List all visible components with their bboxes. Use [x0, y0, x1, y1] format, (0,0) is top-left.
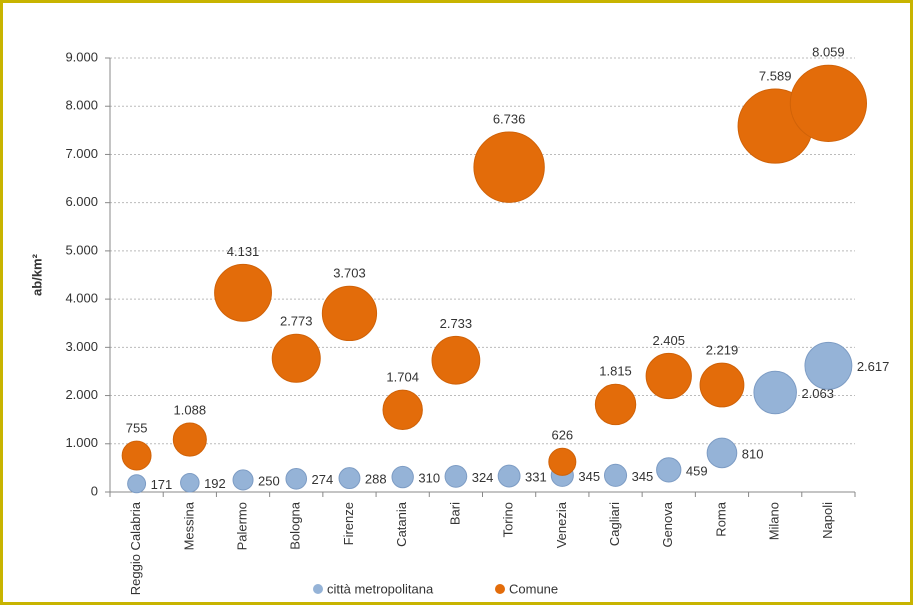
bubble	[271, 333, 321, 383]
bubble	[232, 469, 254, 491]
data-label: 2.063	[801, 386, 834, 401]
bubble	[431, 335, 481, 385]
bubble	[214, 263, 272, 322]
data-label: 459	[686, 463, 708, 478]
x-tick-label: Cagliari	[607, 502, 622, 546]
data-label: 755	[126, 421, 148, 436]
y-tick-label: 1.000	[65, 435, 98, 450]
data-label: 331	[525, 469, 547, 484]
bubble	[699, 362, 745, 408]
legend-marker	[495, 584, 505, 594]
x-tick-label: Reggio Calabria	[128, 501, 143, 595]
data-label: 274	[312, 472, 334, 487]
data-label: 2.617	[857, 359, 890, 374]
data-label: 324	[472, 470, 494, 485]
data-label: 345	[578, 469, 600, 484]
y-tick-label: 9.000	[65, 49, 98, 64]
legend-marker	[313, 584, 323, 594]
y-tick-label: 5.000	[65, 242, 98, 257]
data-label: 2.733	[440, 316, 473, 331]
data-label: 1.704	[386, 370, 419, 385]
x-tick-label: Bologna	[288, 501, 303, 549]
data-label: 4.131	[227, 244, 260, 259]
y-tick-label: 2.000	[65, 387, 98, 402]
data-label: 1.088	[174, 402, 207, 417]
data-label: 6.736	[493, 111, 526, 126]
data-label: 1.815	[599, 364, 632, 379]
y-tick-label: 8.000	[65, 98, 98, 113]
legend-label: città metropolitana	[327, 581, 434, 596]
legend-label: Comune	[509, 581, 558, 596]
x-tick-label: Genova	[660, 501, 675, 547]
data-label: 2.219	[706, 343, 739, 358]
bubble	[444, 465, 468, 488]
x-tick-label: Milano	[767, 502, 782, 540]
x-tick-label: Messina	[181, 501, 196, 550]
y-tick-label: 7.000	[65, 146, 98, 161]
bubble	[804, 341, 853, 390]
bubble	[321, 285, 378, 342]
bubble	[594, 383, 637, 426]
y-axis-title: ab/km²	[29, 253, 44, 296]
bubble	[706, 437, 738, 469]
x-tick-label: Roma	[713, 501, 728, 536]
data-label: 8.059	[812, 45, 845, 60]
x-tick-label: Palermo	[234, 502, 249, 550]
data-label: 626	[551, 428, 573, 443]
bubble	[548, 447, 577, 476]
y-tick-label: 3.000	[65, 339, 98, 354]
x-tick-label: Firenze	[341, 502, 356, 545]
y-tick-label: 0	[91, 483, 98, 498]
bubble	[180, 472, 200, 493]
bubble	[172, 422, 207, 457]
data-label: 192	[204, 476, 226, 491]
x-tick-label: Torino	[501, 502, 516, 537]
bubble	[121, 440, 152, 471]
x-tick-label: Catania	[394, 501, 409, 547]
bubble	[753, 370, 797, 415]
bubble	[391, 465, 414, 489]
data-label: 7.589	[759, 68, 792, 83]
y-tick-label: 4.000	[65, 291, 98, 306]
bubble	[382, 389, 423, 431]
bubble	[656, 457, 682, 483]
bubble	[285, 467, 308, 490]
y-tick-label: 6.000	[65, 194, 98, 209]
bubble	[473, 131, 545, 203]
data-label: 2.773	[280, 314, 313, 329]
bubble	[645, 352, 692, 400]
data-label: 810	[742, 446, 764, 461]
data-label: 250	[258, 473, 280, 488]
bubble	[789, 64, 868, 142]
bubble	[338, 467, 361, 490]
data-label: 288	[365, 472, 387, 487]
x-tick-label: Venezia	[554, 501, 569, 548]
data-label: 2.405	[652, 333, 685, 348]
data-label: 310	[418, 470, 440, 485]
data-label: 171	[151, 477, 173, 492]
x-tick-label: Bari	[447, 502, 462, 525]
x-tick-label: Napoli	[820, 502, 835, 539]
bubble	[127, 474, 147, 494]
data-label: 345	[632, 469, 654, 484]
bubble	[603, 463, 628, 487]
data-label: 3.703	[333, 266, 366, 281]
bubble	[497, 464, 521, 488]
